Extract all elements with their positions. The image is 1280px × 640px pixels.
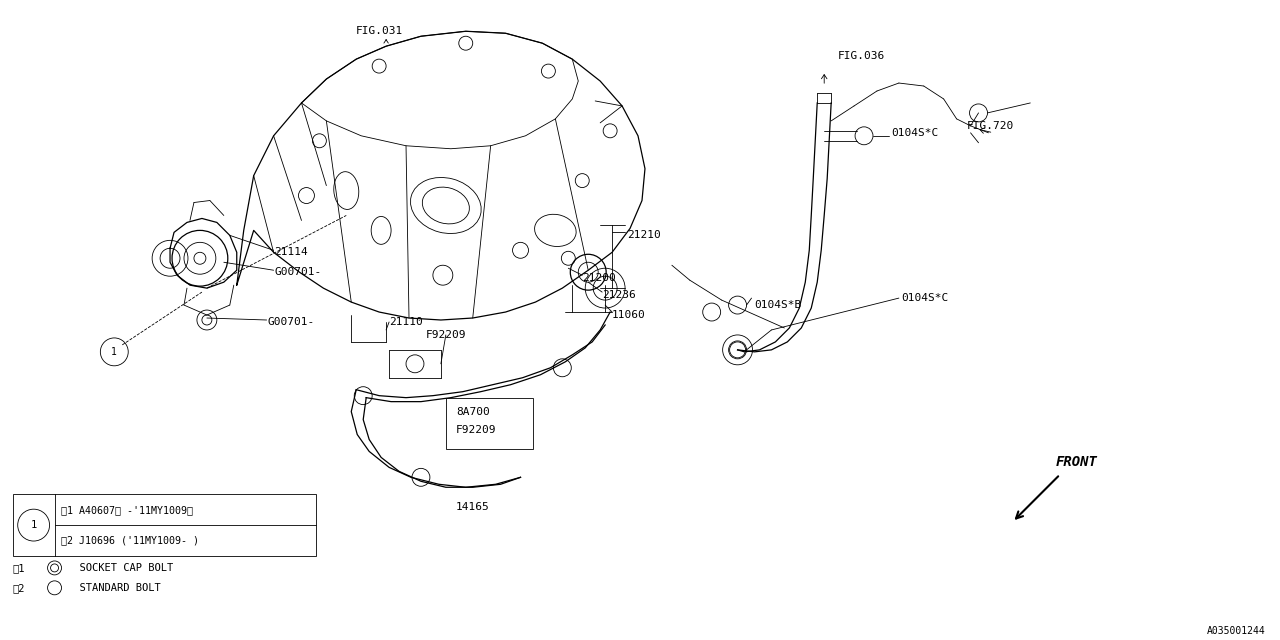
Text: ※1: ※1 — [13, 563, 26, 573]
Text: FRONT: FRONT — [1055, 456, 1097, 469]
Text: 21110: 21110 — [389, 317, 422, 327]
Text: 0104S*C: 0104S*C — [901, 293, 948, 303]
Text: 14165: 14165 — [456, 502, 490, 512]
Text: STANDARD BOLT: STANDARD BOLT — [68, 583, 161, 593]
Text: ※2: ※2 — [13, 583, 26, 593]
Text: ※2 J10696 ('11MY1009- ): ※2 J10696 ('11MY1009- ) — [60, 536, 198, 545]
Text: 0104S*C: 0104S*C — [891, 128, 938, 138]
Bar — [445, 397, 534, 449]
Text: FIG.031: FIG.031 — [356, 26, 403, 36]
Text: 11060: 11060 — [612, 310, 646, 320]
Text: F92209: F92209 — [426, 330, 466, 340]
Text: 21210: 21210 — [627, 230, 660, 241]
Text: 1: 1 — [31, 520, 37, 530]
Text: ※1 A40607（ -'11MY1009）: ※1 A40607（ -'11MY1009） — [60, 505, 192, 515]
Text: 21200: 21200 — [582, 273, 616, 283]
Text: FIG.036: FIG.036 — [837, 51, 884, 61]
Bar — [13, 494, 316, 556]
Text: G00701-: G00701- — [275, 268, 321, 277]
Text: F92209: F92209 — [456, 424, 497, 435]
Text: 21114: 21114 — [275, 247, 308, 257]
Text: 8A700: 8A700 — [456, 406, 489, 417]
Text: A035001244: A035001244 — [1207, 626, 1265, 636]
Text: FIG.720: FIG.720 — [966, 121, 1014, 131]
Text: G00701-: G00701- — [268, 317, 315, 327]
Text: SOCKET CAP BOLT: SOCKET CAP BOLT — [68, 563, 174, 573]
Text: 21236: 21236 — [602, 290, 636, 300]
Text: 0104S*B: 0104S*B — [754, 300, 801, 310]
Text: 1: 1 — [111, 347, 118, 357]
